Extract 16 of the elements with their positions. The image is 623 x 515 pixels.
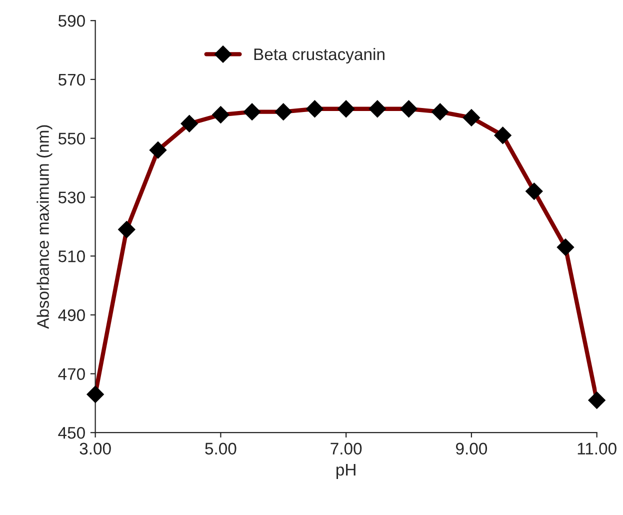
x-tick-label: 3.00	[80, 442, 111, 455]
x-axis-title: pH	[336, 464, 356, 479]
x-tick-label: 9.00	[456, 442, 488, 455]
y-tick-label: 550	[58, 132, 85, 145]
x-tick-label: 5.00	[205, 442, 236, 455]
x-tick-label: 11.00	[578, 442, 616, 455]
y-tick-label: 450	[58, 427, 85, 439]
y-axis-title: Absorbance maximum (nm)	[36, 125, 52, 329]
y-tick-label: 490	[58, 309, 85, 322]
y-tick-label: 510	[58, 250, 85, 262]
y-tick-label: 470	[58, 368, 85, 380]
x-tick-label: 7.00	[330, 442, 362, 455]
y-tick-label: 530	[58, 192, 85, 204]
legend-label: Beta crustacyanin	[254, 48, 384, 64]
y-tick-label: 570	[58, 74, 85, 86]
y-tick-label: 590	[58, 15, 85, 27]
